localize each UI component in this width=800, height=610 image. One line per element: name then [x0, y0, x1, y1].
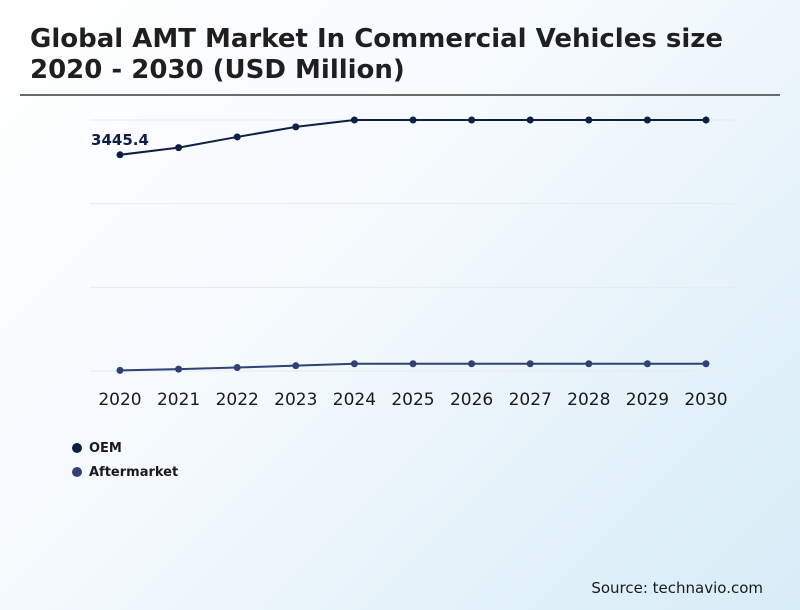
x-tick-label: 2023: [274, 390, 317, 410]
data-point-aftermarket[interactable]: [175, 365, 183, 373]
x-tick-label: 2020: [98, 390, 141, 410]
data-point-aftermarket[interactable]: [116, 366, 124, 374]
data-point-oem[interactable]: [409, 116, 417, 124]
data-point-aftermarket[interactable]: [643, 360, 651, 368]
x-tick-label: 2027: [509, 390, 552, 410]
x-tick-label: 2030: [684, 390, 727, 410]
data-point-oem[interactable]: [116, 151, 124, 159]
data-point-oem[interactable]: [702, 116, 710, 124]
data-point-oem[interactable]: [233, 133, 241, 141]
data-label: 3445.4: [91, 131, 149, 149]
data-point-aftermarket[interactable]: [468, 360, 476, 368]
legend-marker-aftermarket: [72, 467, 82, 477]
x-tick-label: 2026: [450, 390, 493, 410]
x-tick-label: 2029: [626, 390, 669, 410]
data-point-oem[interactable]: [526, 116, 534, 124]
legend-label-aftermarket: Aftermarket: [89, 464, 179, 480]
legend-marker-oem: [72, 443, 82, 453]
source-credit: Source: technavio.com: [591, 579, 763, 597]
x-tick-label: 2024: [333, 390, 376, 410]
x-tick-label: 2022: [216, 390, 259, 410]
data-labels: 3445.4: [91, 131, 149, 149]
series-lines: [119, 119, 706, 372]
title-divider: [20, 94, 780, 96]
x-tick-label: 2028: [567, 390, 610, 410]
x-axis-ticks: 2020 2021 2022 2023 2024 2025 2026 2027 2028 2029…: [98, 390, 727, 410]
data-point-aftermarket[interactable]: [233, 364, 241, 372]
data-point-oem[interactable]: [468, 116, 476, 124]
legend-item-oem[interactable]: OEM: [72, 436, 178, 460]
gridlines: [90, 119, 736, 372]
series-line-oem: [119, 119, 706, 156]
data-point-oem[interactable]: [643, 116, 651, 124]
data-points: [116, 116, 710, 374]
chart-title: Global AMT Market In Commercial Vehicles…: [30, 24, 724, 85]
data-point-oem[interactable]: [292, 123, 300, 131]
data-point-aftermarket[interactable]: [409, 360, 417, 368]
data-point-aftermarket[interactable]: [585, 360, 593, 368]
x-tick-label: 2025: [391, 390, 434, 410]
legend-item-aftermarket[interactable]: Aftermarket: [72, 460, 178, 484]
legend: OEM Aftermarket: [72, 436, 178, 484]
legend-label-oem: OEM: [89, 440, 122, 456]
data-point-aftermarket[interactable]: [292, 362, 300, 370]
x-tick-label: 2021: [157, 390, 200, 410]
data-point-oem[interactable]: [175, 144, 183, 152]
data-point-aftermarket[interactable]: [702, 360, 710, 368]
data-point-oem[interactable]: [350, 116, 358, 124]
data-point-aftermarket[interactable]: [350, 360, 358, 368]
data-point-aftermarket[interactable]: [526, 360, 534, 368]
data-point-oem[interactable]: [585, 116, 593, 124]
